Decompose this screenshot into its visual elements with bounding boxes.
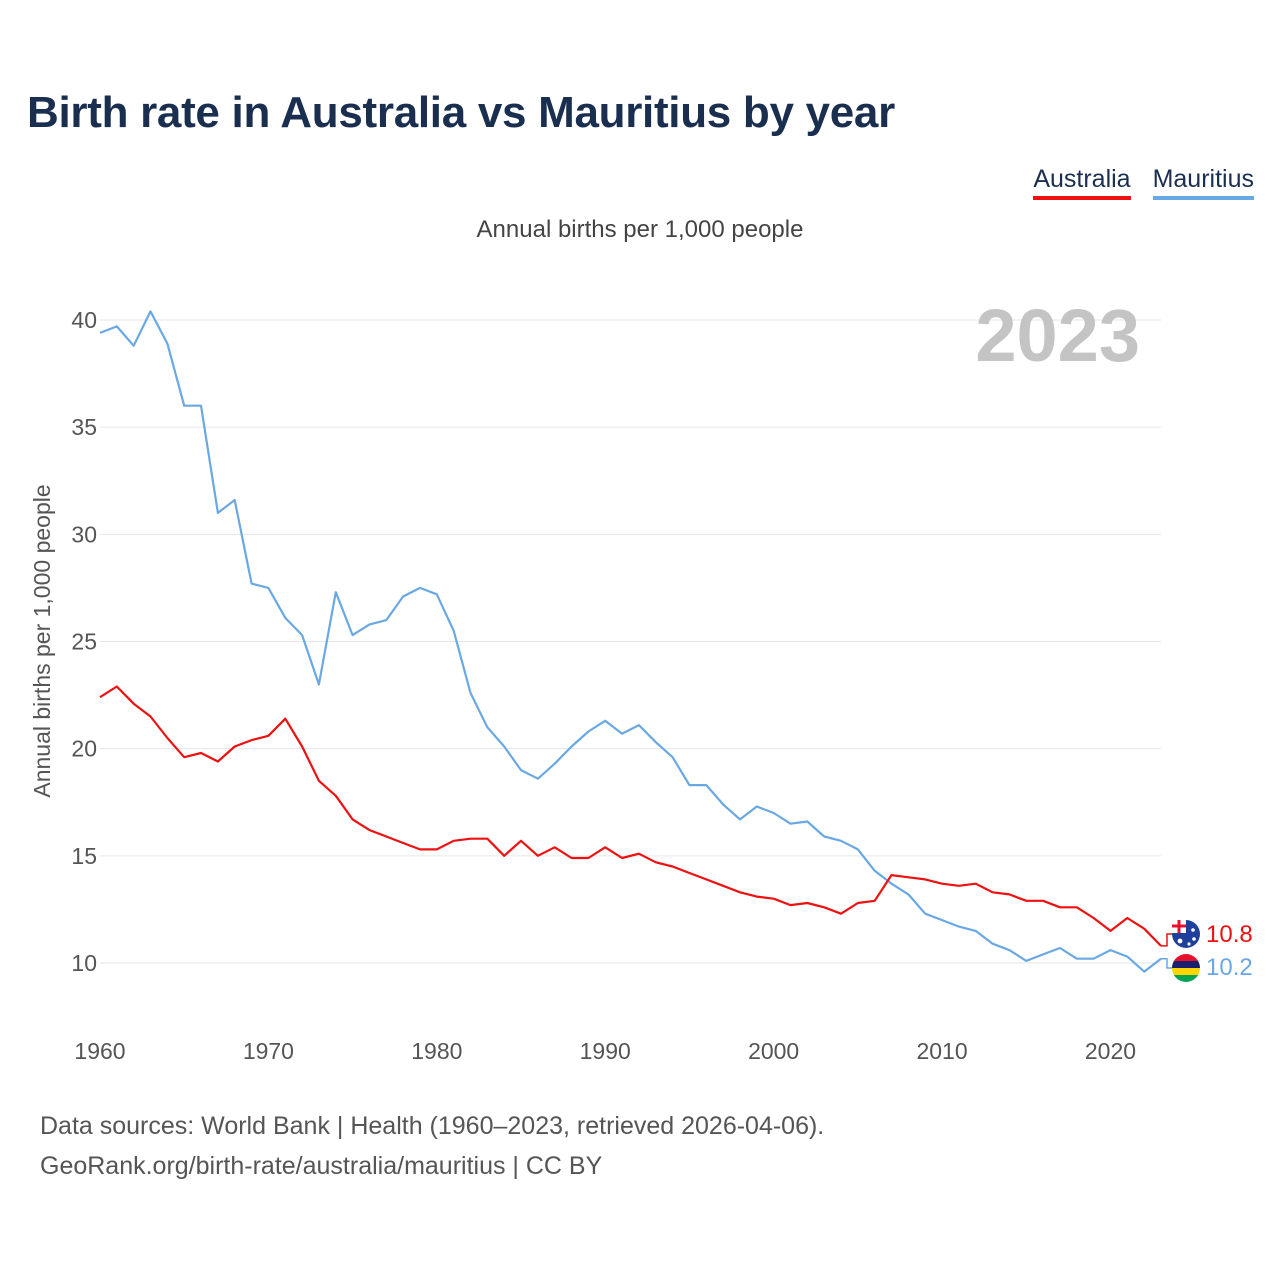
connector-mauritius (1161, 957, 1172, 969)
end-label-australia: 10.8 (1206, 921, 1253, 948)
series-line-australia (99, 685, 1162, 947)
y-tick-label: 25 (71, 629, 97, 655)
grid-lines (100, 319, 1161, 964)
flag-star (1191, 928, 1195, 932)
y-axis-label: Annual births per 1,000 people (29, 484, 55, 797)
series-line-mauritius (99, 310, 1162, 973)
flag-band (1172, 975, 1200, 982)
legend-item-australia[interactable]: Australia (1033, 165, 1131, 200)
flag-cross (1172, 920, 1186, 933)
end-label-mauritius: 10.2 (1206, 954, 1253, 981)
source-line: Data sources: World Bank | Health (1960–… (40, 1112, 825, 1140)
legend: Australia Mauritius (1033, 165, 1254, 200)
x-tick-label: 1980 (411, 1038, 462, 1064)
x-tick-label: 1990 (580, 1038, 631, 1064)
page-title: Birth rate in Australia vs Mauritius by … (27, 88, 895, 137)
line-chart: 2023 10 15 20 25 30 35 40 1960 1970 1980 1990 2000… (29, 294, 1253, 1064)
y-tick-label: 20 (71, 736, 97, 762)
mauritius-flag-icon (1172, 954, 1200, 982)
x-tick-label: 1970 (243, 1038, 294, 1064)
x-tick-label: 2020 (1085, 1038, 1136, 1064)
x-tick-label: 2010 (916, 1038, 967, 1064)
year-watermark: 2023 (975, 294, 1140, 377)
end-markers: 10.8 10.2 (1161, 920, 1253, 982)
y-tick-label: 40 (71, 307, 97, 333)
chart-subtitle: Annual births per 1,000 people (476, 216, 804, 243)
y-axis-ticks: 10 15 20 25 30 35 40 (71, 307, 97, 976)
legend-item-mauritius[interactable]: Mauritius (1152, 165, 1254, 200)
y-tick-label: 35 (71, 414, 97, 440)
series-lines (99, 310, 1162, 973)
flag-band (1172, 954, 1200, 962)
y-tick-label: 30 (71, 521, 97, 547)
y-tick-label: 10 (71, 950, 97, 976)
x-axis-ticks: 1960 1970 1980 1990 2000 2010 2020 (74, 1038, 1136, 1064)
flag-star (1177, 938, 1183, 944)
source-link[interactable]: GeoRank.org/birth-rate/australia/mauriti… (40, 1152, 603, 1180)
x-tick-label: 1960 (74, 1038, 125, 1064)
flag-band (1172, 968, 1200, 976)
x-tick-label: 2000 (748, 1038, 799, 1064)
flag-star (1187, 942, 1191, 946)
flag-star (1192, 937, 1196, 941)
y-tick-label: 15 (71, 843, 97, 869)
australia-flag-icon (1172, 920, 1200, 948)
connector-australia (1161, 933, 1172, 947)
data-sources: Data sources: World Bank | Health (1960–… (40, 1106, 824, 1186)
flag-band (1172, 961, 1200, 969)
